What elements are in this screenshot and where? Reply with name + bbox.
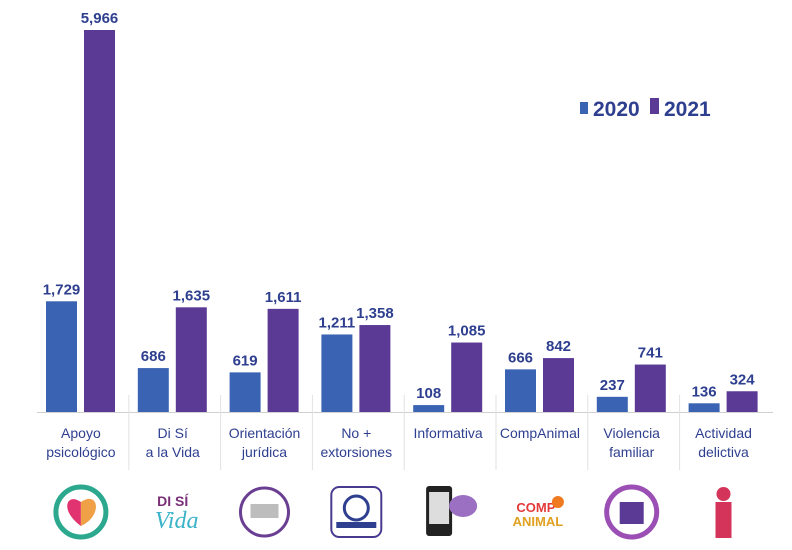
- category-label: Informativa: [413, 425, 482, 441]
- bar-2020: [505, 369, 536, 412]
- bar-2021: [267, 308, 299, 412]
- legend-label-2020: 2020: [593, 98, 640, 121]
- companimal-logo-text-2: ANIMAL: [513, 514, 564, 529]
- data-label-2021: 1,085: [448, 323, 486, 340]
- legend-label-2021: 2021: [664, 98, 711, 121]
- data-label-2020: 686: [141, 348, 166, 365]
- consejo-ciudadano-logo-icon: [239, 486, 290, 538]
- category-label: a la Vida: [146, 444, 200, 460]
- data-label-2020: 1,211: [319, 314, 356, 331]
- data-label-2021: 1,611: [265, 289, 302, 306]
- companimal-logo-text: COMP: [516, 500, 555, 515]
- category-label: psicológico: [46, 444, 115, 460]
- bar-2021: [175, 307, 207, 412]
- family-icon: [619, 502, 644, 524]
- legend-swatch-2020: [580, 102, 588, 114]
- phone-screen: [429, 492, 450, 524]
- paw-icon: [551, 496, 564, 508]
- bar-2021: [451, 342, 483, 412]
- bar-2020: [229, 372, 261, 412]
- data-label-2020: 666: [508, 349, 533, 366]
- data-label-2020: 1,729: [43, 281, 81, 298]
- bar-2021: [634, 364, 666, 412]
- data-label-2021: 5,966: [81, 10, 119, 27]
- category-label: Actividad: [695, 425, 752, 441]
- bar-2020: [413, 405, 445, 412]
- bar-2021: [726, 391, 758, 412]
- di-si-logo-text: DI SÍ: [157, 493, 189, 509]
- category-label: extorsiones: [321, 444, 393, 460]
- data-label-2021: 842: [546, 338, 571, 355]
- category-label: familiar: [609, 444, 654, 460]
- data-label-2021: 324: [730, 371, 756, 388]
- data-label-2020: 136: [692, 383, 717, 400]
- data-label-2021: 741: [638, 345, 663, 362]
- category-label: delictiva: [698, 444, 749, 460]
- people-icon: [250, 504, 279, 518]
- vida-logo-text: Vida: [155, 508, 199, 534]
- category-label: jurídica: [241, 444, 287, 460]
- heart-icon: [67, 499, 81, 526]
- category-label: No +: [341, 425, 371, 441]
- data-label-2021: 1,635: [173, 287, 211, 304]
- bar-2021: [359, 325, 391, 412]
- logo-banner: [336, 522, 377, 528]
- category-label: Orientación: [229, 425, 301, 441]
- family-logo-icon: [604, 484, 660, 540]
- category-label: Violencia: [603, 425, 660, 441]
- category-label: CompAnimal: [500, 425, 580, 441]
- brain-icon: [80, 498, 96, 526]
- legend: 2020 2021: [580, 98, 711, 121]
- bar-2021: [84, 30, 115, 412]
- person-head-icon: [716, 487, 731, 501]
- data-label-2020: 108: [416, 385, 441, 402]
- legend-swatch-2021: [650, 98, 659, 114]
- data-label-2020: 237: [600, 377, 625, 394]
- chat-bubble-icon: [449, 495, 478, 517]
- bar-2020: [596, 396, 628, 412]
- data-label-2021: 1,358: [356, 305, 394, 322]
- category-label: Apoyo: [61, 425, 101, 441]
- person-body-icon: [715, 502, 732, 538]
- bar-2021: [543, 358, 574, 412]
- people-circle-icon: [342, 494, 370, 522]
- category-label: Di Sí: [158, 425, 188, 441]
- bar-2020: [321, 334, 353, 412]
- heart-brain-logo-icon: [53, 484, 109, 540]
- bar-2020: [46, 301, 77, 412]
- bar-2020: [137, 368, 169, 412]
- data-label-2020: 619: [233, 352, 258, 369]
- bar-2020: [688, 403, 720, 412]
